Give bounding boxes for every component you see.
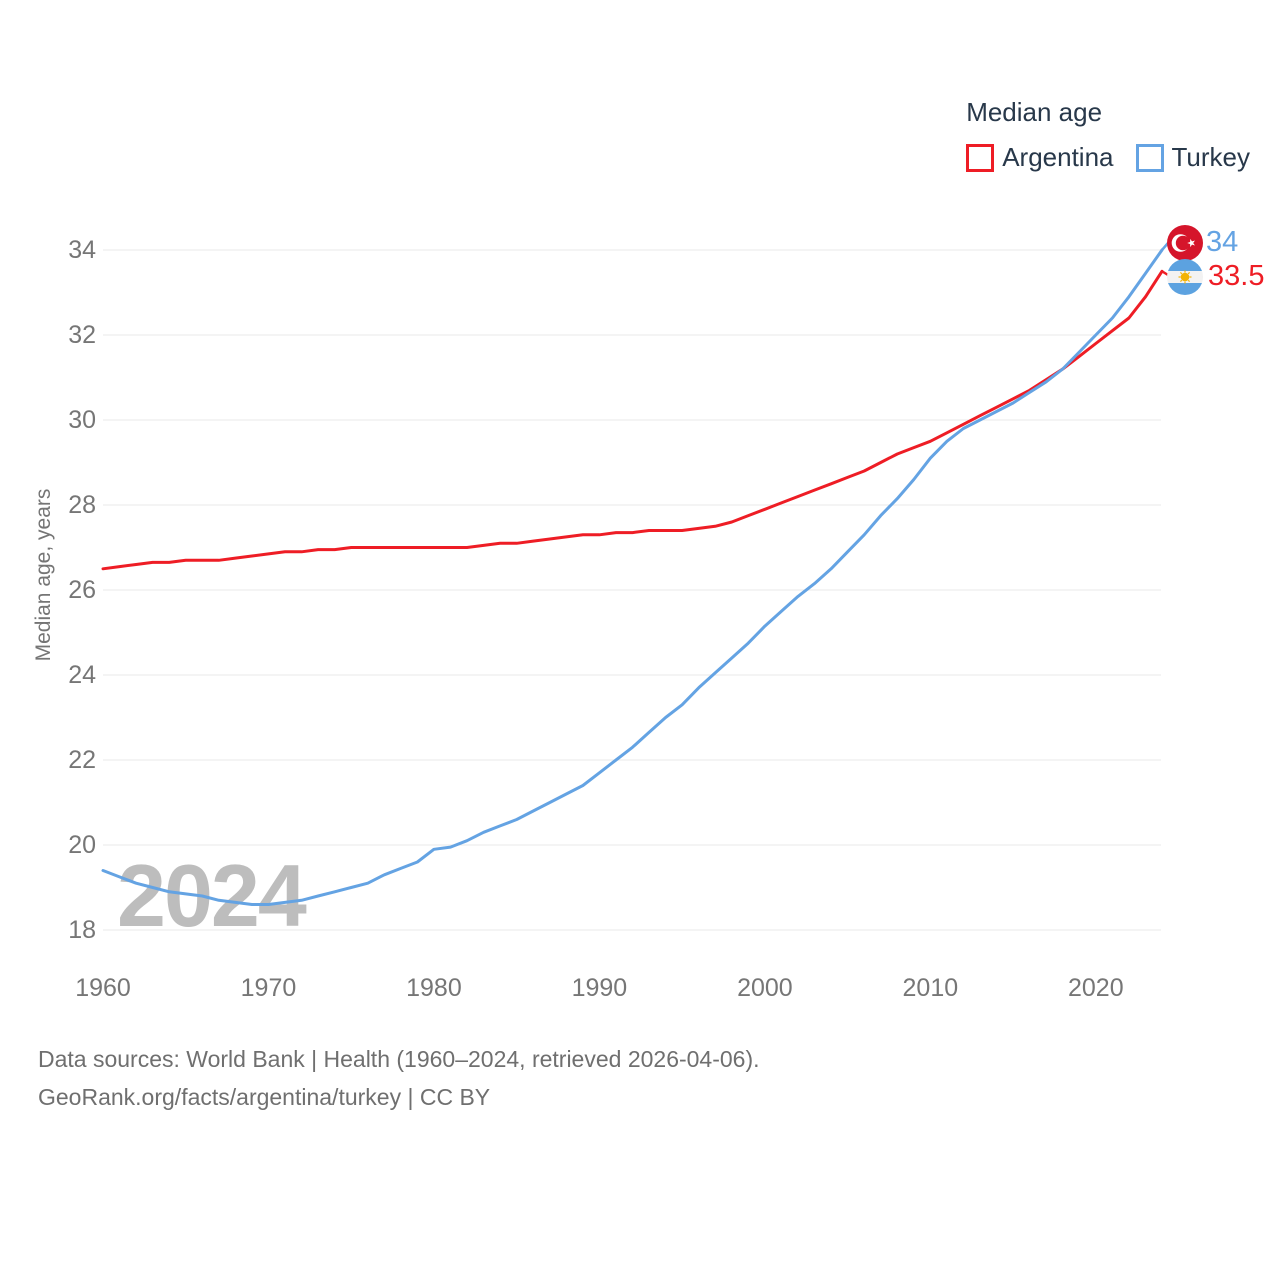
turkey-flag-crescent-cut [1175, 235, 1191, 251]
y-tick-label: 32 [68, 321, 96, 349]
argentina-flag-sun-ray [1187, 279, 1191, 283]
argentina-flag-sun-ray [1187, 271, 1191, 275]
y-tick-label: 24 [68, 661, 96, 689]
x-tick-label: 1990 [571, 974, 628, 1002]
footer-sources-line: Data sources: World Bank | Health (1960–… [38, 1046, 760, 1072]
argentina-end-value: 33.5 [1208, 260, 1265, 292]
turkey-swatch-icon [1135, 143, 1164, 172]
y-tick-label: 20 [68, 831, 96, 859]
chart-legend: Median age Argentina Turkey [966, 96, 1250, 173]
legend-title: Median age [966, 97, 1103, 127]
chart-footer: Data sources: World Bank | Health (1960–… [38, 1040, 760, 1116]
x-tick-label: 1960 [75, 974, 131, 1002]
legend-item-turkey[interactable]: Turkey [1135, 142, 1251, 173]
x-tick-label: 2010 [902, 974, 959, 1002]
legend-label-turkey: Turkey [1171, 142, 1251, 172]
argentina-flag-bottom-band [1167, 283, 1203, 295]
watermark-year: 2024 [117, 846, 307, 945]
turkey-line [101, 248, 1164, 906]
y-tick-label: 26 [68, 576, 96, 604]
x-tick-label: 1980 [406, 974, 462, 1002]
legend-label-argentina: Argentina [1002, 142, 1114, 172]
y-tick-label: 30 [68, 406, 96, 434]
y-tick-label: 22 [68, 746, 96, 774]
argentina-flag-sun [1180, 272, 1190, 282]
legend-item-argentina[interactable]: Argentina [966, 142, 1114, 173]
turkey-flag-star [1187, 238, 1195, 248]
y-tick-label: 18 [68, 916, 96, 944]
argentina-connector [1160, 270, 1170, 277]
y-tick-label: 28 [68, 491, 96, 519]
x-tick-label: 1970 [240, 974, 297, 1002]
footer-attribution-line: GeoRank.org/facts/argentina/turkey | CC … [38, 1084, 491, 1110]
x-tick-label: 2020 [1068, 974, 1124, 1002]
argentina-flag-sun-ray [1179, 271, 1183, 275]
turkey-end-value: 34 [1206, 226, 1239, 258]
legend-items-row: Argentina Turkey [966, 142, 1250, 173]
argentina-flag-sun-ray [1179, 279, 1183, 283]
argentina-line [101, 269, 1164, 571]
x-tick-label: 2000 [737, 974, 793, 1002]
y-tick-label: 34 [68, 236, 96, 264]
argentina-swatch-icon [966, 143, 995, 172]
argentina-flag-icon [1167, 259, 1203, 271]
turkey-connector [1160, 241, 1170, 252]
